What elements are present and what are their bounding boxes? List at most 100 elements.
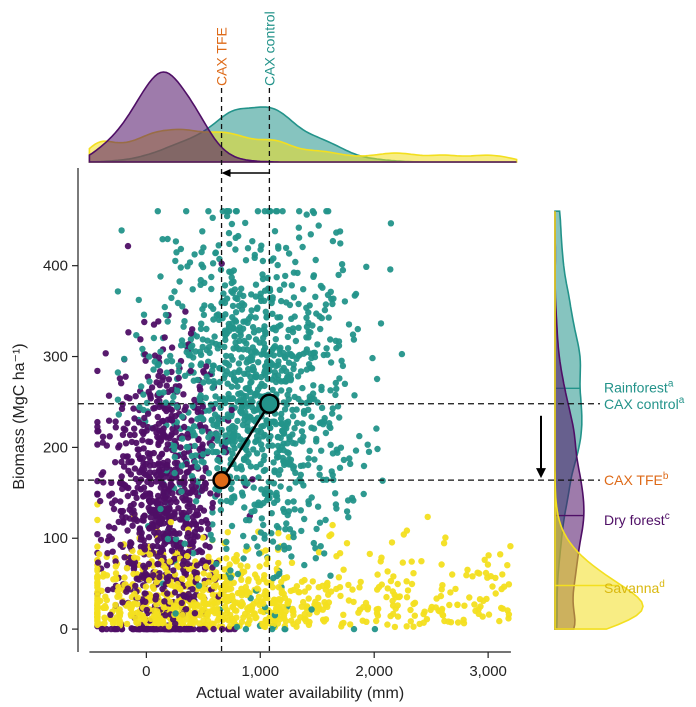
x-tick-label: 2,000 [355, 663, 393, 680]
point-savanna [315, 594, 322, 601]
point-rainforest [350, 336, 358, 343]
point-rainforest [274, 372, 282, 379]
point-savanna [223, 555, 230, 562]
point-rainforest [202, 394, 209, 401]
point-rainforest [211, 333, 218, 340]
point-savanna [315, 549, 323, 556]
point-dry-forest [126, 543, 134, 550]
point-savanna [270, 596, 278, 603]
point-savanna [505, 611, 513, 618]
label-superscript: a [668, 378, 674, 389]
point-rainforest [240, 301, 248, 309]
point-rainforest [174, 387, 181, 394]
point-dry-forest [131, 415, 138, 422]
point-savanna [438, 561, 445, 568]
point-dry-forest [157, 472, 165, 479]
point-rainforest [173, 403, 181, 410]
point-savanna [492, 590, 499, 597]
point-rainforest [290, 533, 297, 541]
point-rainforest [341, 298, 349, 305]
point-rainforest [232, 377, 239, 384]
point-savanna [240, 614, 247, 621]
point-dry-forest [154, 492, 162, 500]
point-rainforest [363, 263, 370, 270]
point-dry-forest [130, 405, 137, 412]
point-dry-forest [143, 427, 150, 434]
point-dry-forest [133, 439, 140, 447]
point-rainforest [387, 266, 394, 273]
point-dry-forest [132, 516, 139, 523]
point-savanna [408, 580, 416, 588]
point-rainforest [225, 425, 233, 433]
label-superscript: b [663, 471, 669, 482]
point-dry-forest [120, 453, 127, 460]
point-savanna [214, 617, 221, 624]
point-dry-forest [125, 467, 132, 474]
point-rainforest [236, 290, 243, 298]
point-dry-forest [105, 523, 113, 530]
point-savanna [172, 603, 179, 610]
point-dry-forest [122, 440, 130, 447]
point-rainforest [171, 288, 178, 295]
point-rainforest [257, 246, 264, 253]
point-rainforest [310, 539, 317, 547]
point-savanna [477, 603, 484, 610]
point-savanna [209, 591, 217, 598]
point-rainforest [294, 269, 301, 277]
point-rainforest [284, 345, 292, 352]
cax-connector [220, 403, 271, 481]
point-rainforest [292, 479, 299, 486]
point-rainforest [344, 497, 352, 504]
point-dry-forest [198, 559, 205, 567]
point-savanna [387, 577, 395, 585]
point-rainforest [270, 459, 277, 466]
point-dry-forest [179, 511, 186, 519]
point-dry-forest [163, 445, 170, 453]
point-dry-forest [183, 469, 190, 476]
point-dry-forest [199, 403, 206, 410]
point-dry-forest [169, 490, 176, 497]
point-dry-forest [202, 480, 209, 488]
point-savanna [230, 555, 238, 563]
point-dry-forest [168, 406, 175, 414]
point-dry-forest [164, 506, 171, 513]
point-rainforest [327, 359, 335, 366]
point-dry-forest [145, 560, 153, 568]
point-savanna [447, 589, 454, 596]
point-rainforest [255, 359, 262, 366]
point-rainforest [198, 248, 205, 256]
point-rainforest [276, 286, 283, 293]
point-rainforest [223, 497, 230, 505]
point-dry-forest [150, 449, 157, 457]
point-dry-forest [119, 599, 126, 606]
point-savanna [117, 609, 124, 617]
point-dry-forest [156, 381, 163, 389]
point-savanna [167, 518, 175, 526]
right-label-cax-control: CAX controla [604, 395, 685, 412]
point-dry-forest [117, 480, 125, 487]
point-dry-forest [181, 423, 188, 431]
point-rainforest [242, 625, 250, 633]
point-dry-forest [202, 464, 209, 472]
point-rainforest [282, 354, 289, 361]
point-rainforest [180, 323, 187, 330]
point-dry-forest [145, 534, 153, 541]
point-rainforest [298, 428, 306, 435]
point-rainforest [156, 389, 163, 397]
point-dry-forest [126, 431, 134, 439]
point-rainforest [172, 238, 180, 245]
point-rainforest [249, 344, 256, 351]
point-dry-forest [188, 488, 196, 495]
point-rainforest [243, 340, 250, 347]
point-rainforest [236, 337, 243, 344]
point-rainforest [345, 514, 352, 521]
point-rainforest [269, 386, 276, 394]
point-savanna [275, 559, 282, 567]
point-savanna [285, 534, 292, 541]
point-dry-forest [202, 542, 209, 549]
point-savanna [114, 588, 122, 595]
point-rainforest [343, 508, 351, 515]
point-savanna [160, 604, 167, 611]
point-rainforest [195, 582, 203, 589]
point-rainforest [175, 368, 182, 375]
